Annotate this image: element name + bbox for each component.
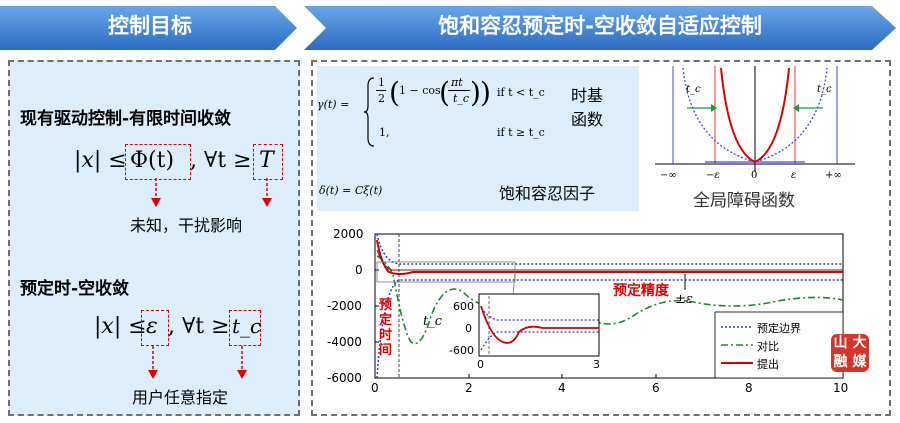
right-title: 饱和容忍预定时-空收敛自适应控制	[438, 14, 762, 38]
case2-cond: if t ≥ t_c	[497, 126, 545, 139]
eq1-time: T	[259, 148, 274, 173]
x-tick-0: 0	[371, 381, 379, 395]
banner-right-shape	[304, 6, 896, 50]
x-tick-8: 8	[745, 381, 753, 395]
timebase-label-2: 函数	[571, 110, 604, 129]
cos-expr: 1 − cos	[399, 84, 441, 97]
eq1-forall: , ∀t ≥	[190, 148, 252, 173]
precision-label: 预定精度	[613, 283, 669, 299]
barrier-label: 全局障碍函数	[693, 191, 795, 211]
x-tick-2: 2	[465, 381, 473, 395]
piecewise-brace	[363, 77, 375, 147]
paren-open: (	[389, 76, 400, 109]
eq2-forall: , ∀t ≥	[168, 314, 230, 339]
case2-val: 1,	[379, 126, 390, 139]
saturation-label: 饱和容忍因子	[499, 184, 596, 203]
frac-top: πt	[451, 76, 463, 89]
eq2-bound: ε	[146, 314, 158, 339]
inset-y-600: 600	[453, 300, 474, 313]
cos-paren-close: )	[470, 76, 481, 109]
eq2-lhs: |x| ≤	[94, 314, 147, 339]
y-tick-0: 0	[355, 263, 363, 277]
eq1-bound: Φ(t)	[130, 148, 175, 173]
half-num: 1	[378, 76, 385, 89]
eq1-bound-box	[125, 144, 191, 180]
pm-eps-label: ±ε	[675, 292, 693, 307]
inset-y-neg600: -600	[449, 344, 474, 357]
control-objective-panel: 现有驱动控制-有限时间收敛 |x| ≤ Φ(t) , ∀t ≥ T 未知，干扰影…	[8, 60, 300, 416]
eq2-bound-box	[141, 310, 169, 346]
left-title: 控制目标	[108, 14, 192, 38]
timebase-label-1: 时基	[571, 86, 604, 105]
cos-paren-open: (	[439, 76, 450, 109]
tc-label: t_c	[423, 314, 443, 329]
inset-y-0: 0	[465, 322, 472, 335]
y-tick-neg6000: -6000	[327, 371, 362, 385]
half-den: 2	[378, 92, 385, 105]
y-tick-2000: 2000	[333, 227, 364, 241]
inset-x-3: 3	[593, 358, 600, 371]
barrier-function-plot	[655, 66, 855, 172]
note-unknown-disturbance: 未知，干扰影响	[130, 216, 243, 235]
prescribed-time-label: 预 定 时 间	[379, 298, 393, 358]
adaptive-control-panel: γ(t) = 1 2 ( 1 − cos ( πt t_c ) ) if t <…	[311, 60, 891, 416]
timebase-lhs: γ(t) =	[317, 98, 350, 111]
y-tick-neg4000: -4000	[327, 335, 362, 349]
watermark-logo: 山 大 融 媒	[831, 334, 869, 372]
barrier-tick-neg-inf: −∞	[660, 170, 677, 181]
eq2-time: t_c	[232, 314, 262, 338]
barrier-tc-left: t_c	[686, 84, 701, 95]
half-bar	[376, 90, 386, 91]
prescribed-method-title: 预定时-空收敛	[20, 279, 130, 299]
barrier-tc-right: t_c	[817, 84, 832, 95]
eq1-time-box	[253, 144, 283, 180]
formula-box	[317, 66, 639, 211]
header-left-banner: 控制目标	[0, 0, 300, 50]
y-tick-neg2000: -2000	[327, 299, 362, 313]
legend-comparison: 对比	[757, 340, 779, 353]
x-tick-6: 6	[652, 381, 660, 395]
barrier-tick-zero: 0	[751, 170, 758, 181]
paren-close: )	[480, 76, 491, 109]
existing-method-title: 现有驱动控制-有限时间收敛	[20, 109, 232, 129]
eq2-time-box	[229, 310, 261, 346]
simulation-plot	[374, 233, 844, 379]
left-arrows	[148, 178, 272, 379]
barrier-tick-neg-eps: −ε	[706, 170, 720, 181]
eq1-lhs: |x| ≤	[74, 148, 127, 173]
legend-proposed: 提出	[757, 358, 779, 371]
note-user-specified: 用户任意指定	[132, 388, 229, 407]
barrier-tick-eps: ε	[791, 170, 797, 181]
frac-bot: t_c	[453, 92, 470, 105]
saturation-expr: δ(t) = Cξ(t)	[319, 184, 383, 197]
legend-boundary: 预定边界	[757, 322, 801, 335]
x-tick-10: 10	[833, 381, 849, 395]
frac-bar	[448, 90, 470, 91]
banner-left-shape	[0, 6, 297, 50]
header-right-banner: 饱和容忍预定时-空收敛自适应控制	[300, 0, 900, 50]
x-tick-4: 4	[558, 381, 566, 395]
barrier-tick-pos-inf: +∞	[825, 170, 842, 181]
inset-x-0: 0	[477, 358, 484, 371]
case1-cond: if t < t_c	[497, 86, 545, 99]
